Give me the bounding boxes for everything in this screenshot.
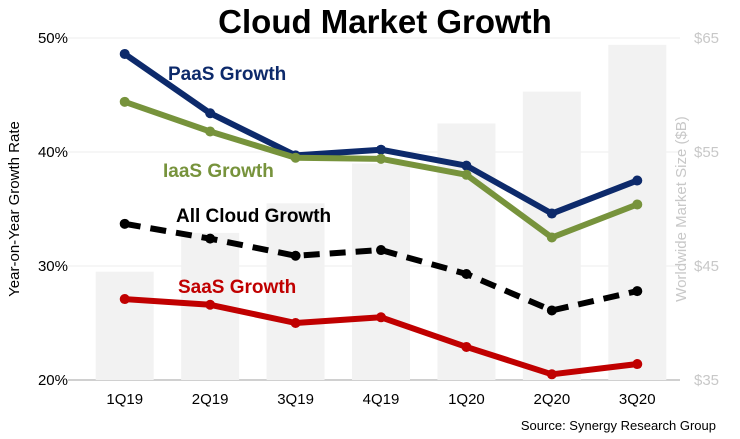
market-size-bar [95, 271, 154, 380]
data-point [632, 359, 643, 370]
data-point [376, 153, 386, 164]
data-point [546, 369, 557, 380]
x-tick-label: 1Q20 [448, 391, 485, 408]
data-point [546, 208, 557, 219]
data-point [119, 294, 130, 305]
data-point [632, 199, 643, 210]
data-point [461, 169, 472, 180]
source-note: Source: Synergy Research Group [521, 418, 716, 433]
y-tick-label: 40% [38, 144, 68, 161]
data-point [461, 268, 472, 279]
data-point [205, 299, 216, 310]
x-tick-label: 2Q19 [192, 391, 229, 408]
data-point [632, 175, 643, 186]
series-label: All Cloud Growth [176, 206, 331, 227]
chart-title: Cloud Market Growth [218, 3, 552, 40]
y-axis-label: Year-on-Year Growth Rate [6, 121, 23, 297]
data-point [119, 96, 130, 107]
y-tick-label: 50% [38, 30, 68, 47]
market-size-bar [352, 163, 410, 380]
y2-axis-label: Worldwide Market Size ($B) [673, 116, 690, 302]
data-point [632, 286, 643, 297]
data-point [546, 232, 557, 243]
data-point [119, 218, 130, 229]
x-tick-label: 3Q19 [277, 391, 314, 408]
series-label: PaaS Growth [168, 64, 286, 85]
y2-tick-label: $55 [694, 144, 719, 161]
market-size-bar [266, 203, 325, 380]
data-point [376, 245, 386, 256]
x-tick-label: 3Q20 [619, 391, 656, 408]
x-tick-label: 2Q20 [534, 391, 571, 408]
data-point [290, 318, 301, 328]
series-label: SaaS Growth [178, 277, 296, 298]
data-point [290, 152, 301, 163]
x-tick-label: 4Q19 [363, 391, 400, 408]
y2-tick-label: $65 [694, 30, 719, 47]
series-label: IaaS Growth [163, 161, 274, 182]
data-point [461, 341, 472, 352]
data-point [205, 108, 216, 119]
data-point [546, 305, 557, 316]
y2-tick-label: $35 [694, 372, 719, 389]
data-point [205, 233, 216, 244]
x-tick-label: 1Q19 [106, 391, 143, 408]
data-point [205, 126, 216, 137]
y2-tick-label: $45 [694, 258, 719, 275]
data-point [461, 160, 472, 171]
y-tick-label: 20% [38, 372, 68, 389]
data-point [376, 144, 386, 155]
data-point [376, 312, 386, 323]
data-point [119, 48, 130, 59]
y-tick-label: 30% [38, 258, 68, 275]
data-point [290, 250, 301, 261]
